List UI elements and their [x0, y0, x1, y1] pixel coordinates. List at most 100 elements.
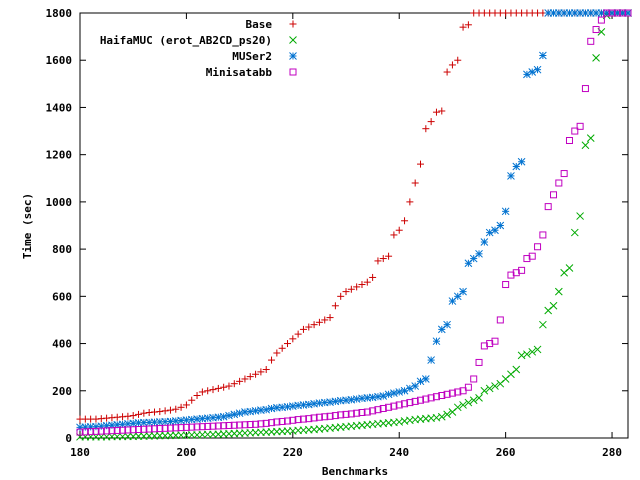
x-axis-ticks: 180 200 220 240 260 280	[70, 13, 622, 459]
data-point	[135, 426, 143, 433]
data-point	[432, 393, 440, 401]
data-point	[225, 382, 233, 390]
data-point	[347, 410, 355, 418]
data-point	[299, 415, 307, 423]
data-point	[406, 198, 414, 206]
data-point	[374, 406, 382, 414]
data-point	[299, 325, 307, 333]
data-point	[246, 407, 255, 416]
data-point	[422, 395, 430, 403]
data-point	[464, 21, 472, 29]
data-point	[401, 217, 409, 225]
data-point	[507, 172, 515, 180]
data-point	[209, 422, 217, 430]
data-point	[453, 403, 462, 412]
data-point	[587, 37, 595, 45]
data-point	[166, 406, 174, 414]
data-point	[369, 273, 377, 281]
data-point	[586, 134, 595, 142]
data-point	[464, 383, 472, 391]
data-point	[331, 412, 339, 420]
legend-marker	[289, 36, 297, 44]
data-point	[315, 318, 323, 326]
legend-label: Minisatabb	[206, 66, 273, 79]
plot-border	[79, 12, 629, 439]
data-point	[135, 410, 143, 418]
data-point	[422, 125, 430, 133]
legend-marker	[289, 68, 297, 76]
data-point	[220, 383, 228, 391]
data-point	[252, 420, 260, 428]
data-point	[321, 316, 329, 324]
data-point	[459, 287, 467, 296]
data-point	[353, 283, 361, 291]
data-point	[353, 409, 361, 417]
data-point	[496, 316, 504, 324]
data-point	[570, 228, 579, 237]
data-point	[539, 51, 547, 60]
data-point	[390, 402, 398, 410]
data-point	[512, 365, 521, 374]
data-point	[554, 287, 563, 296]
y-tick-label: 1800	[46, 7, 73, 20]
data-point	[310, 399, 318, 408]
data-point	[496, 221, 505, 230]
data-point	[140, 409, 148, 417]
data-point	[454, 56, 462, 64]
x-axis-label: Benchmarks	[322, 465, 388, 478]
series-layer	[76, 9, 632, 441]
y-tick-label: 600	[52, 290, 72, 303]
data-point	[453, 292, 462, 301]
data-point	[486, 340, 494, 348]
data-point	[475, 249, 483, 258]
legend-marker	[289, 20, 297, 28]
data-point	[475, 358, 483, 366]
data-point	[140, 425, 148, 433]
data-point	[262, 366, 270, 374]
data-point	[534, 243, 542, 251]
data-point	[533, 345, 542, 354]
data-point	[129, 426, 137, 434]
data-point	[161, 407, 169, 415]
data-point	[544, 203, 552, 211]
x-tick-label: 180	[70, 446, 90, 459]
data-point	[288, 402, 297, 410]
data-point	[491, 382, 499, 390]
data-point	[597, 16, 605, 24]
data-point	[571, 127, 579, 135]
data-point	[305, 415, 313, 423]
data-point	[358, 281, 366, 289]
y-tick-label: 1400	[46, 101, 73, 114]
data-point	[204, 422, 212, 430]
data-point	[432, 108, 440, 116]
data-point	[294, 330, 302, 338]
data-point	[326, 314, 334, 322]
data-point	[214, 422, 222, 430]
data-point	[443, 320, 451, 329]
data-point	[214, 384, 222, 392]
data-point	[92, 427, 100, 435]
data-point	[358, 409, 366, 416]
data-point	[427, 394, 435, 402]
data-point	[411, 397, 419, 405]
data-point	[315, 413, 323, 421]
data-point	[379, 392, 388, 400]
data-point	[87, 428, 95, 436]
data-point	[278, 344, 286, 352]
data-point	[384, 390, 393, 399]
data-point	[198, 388, 206, 396]
data-point	[624, 9, 632, 17]
y-tick-label: 0	[65, 432, 72, 445]
data-point	[124, 426, 132, 434]
data-point	[268, 356, 276, 364]
y-tick-label: 200	[52, 385, 72, 398]
data-point	[560, 170, 568, 178]
data-point	[432, 337, 441, 346]
data-point	[172, 424, 180, 432]
data-point	[81, 428, 89, 436]
data-point	[225, 411, 233, 420]
data-point	[438, 392, 446, 399]
data-point	[539, 231, 547, 239]
series-0	[76, 9, 632, 423]
